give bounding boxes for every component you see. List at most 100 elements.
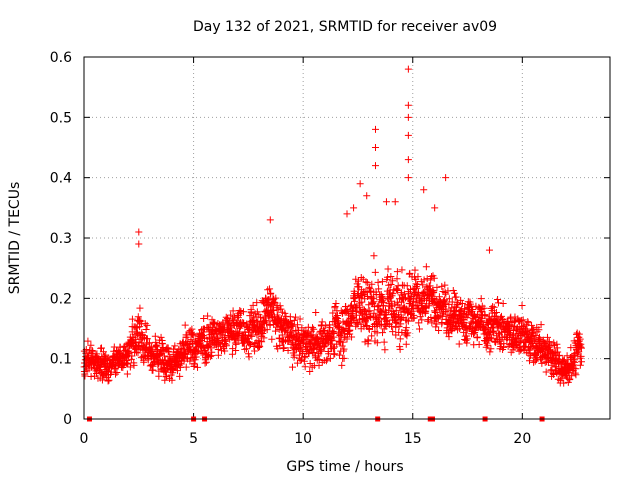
data-point — [346, 319, 354, 327]
data-point — [330, 328, 338, 336]
data-point — [487, 334, 495, 342]
data-point — [81, 372, 89, 380]
data-point — [378, 278, 386, 286]
data-point — [135, 240, 143, 248]
y-tick-label: 0.1 — [50, 352, 72, 368]
data-point — [348, 333, 356, 341]
data-point — [402, 340, 410, 348]
data-point — [306, 368, 314, 376]
data-point — [430, 274, 438, 282]
data-point — [538, 359, 546, 367]
data-point — [128, 352, 136, 360]
data-point — [151, 332, 159, 340]
data-point — [577, 343, 585, 351]
data-point — [450, 289, 458, 297]
data-point — [160, 352, 168, 360]
data-point — [440, 296, 448, 304]
data-point — [277, 305, 285, 313]
data-point — [272, 327, 280, 335]
data-point — [309, 324, 317, 332]
data-point — [320, 326, 328, 334]
data-point — [331, 302, 339, 310]
data-point — [475, 340, 483, 348]
data-point — [206, 353, 214, 361]
data-point — [208, 348, 216, 356]
data-point — [181, 321, 189, 329]
data-point — [542, 368, 550, 376]
data-point — [368, 332, 376, 340]
data-point — [375, 285, 383, 293]
data-point — [176, 372, 184, 380]
data-point — [266, 285, 274, 293]
data-point — [128, 315, 136, 323]
data-point — [438, 282, 446, 290]
data-point — [343, 210, 351, 218]
data-point — [442, 305, 450, 313]
data-point — [168, 364, 176, 372]
data-point — [243, 345, 251, 353]
data-point — [164, 347, 172, 355]
data-point — [354, 277, 362, 285]
data-point — [322, 357, 330, 365]
data-point — [88, 347, 96, 355]
data-point — [330, 350, 338, 358]
data-point — [420, 186, 428, 194]
data-point — [472, 302, 480, 310]
data-point — [438, 319, 446, 327]
data-point — [296, 315, 304, 323]
data-point — [433, 283, 441, 291]
data-point — [249, 301, 257, 309]
data-point — [392, 319, 400, 327]
data-point — [519, 316, 527, 324]
data-point — [277, 326, 285, 334]
data-point — [247, 309, 255, 317]
data-point — [371, 268, 379, 276]
y-tick-label: 0.5 — [50, 110, 72, 126]
data-point — [419, 289, 427, 297]
data-point — [377, 320, 385, 328]
data-point — [578, 358, 586, 366]
data-point — [430, 288, 438, 296]
data-point — [381, 346, 389, 354]
data-point — [410, 314, 418, 322]
data-point — [379, 329, 387, 337]
data-point — [442, 174, 450, 182]
data-point — [486, 348, 494, 356]
data-point — [305, 350, 313, 358]
data-point — [486, 331, 494, 339]
grid-lines — [84, 57, 610, 419]
data-point — [314, 334, 322, 342]
data-point — [182, 363, 190, 371]
data-point — [366, 312, 374, 320]
data-point — [424, 317, 432, 325]
data-point — [268, 335, 276, 343]
data-point — [134, 349, 142, 357]
data-point — [575, 330, 583, 338]
data-point — [259, 327, 267, 335]
data-point — [200, 334, 208, 342]
data-point — [488, 335, 496, 343]
data-point — [130, 361, 138, 369]
y-tick-label: 0.2 — [50, 291, 72, 307]
data-point — [378, 293, 386, 301]
data-point — [295, 351, 303, 359]
data-point — [494, 299, 502, 307]
data-point — [384, 273, 392, 281]
data-point — [396, 335, 404, 343]
data-point — [404, 101, 412, 109]
data-point — [418, 316, 426, 324]
data-point — [484, 341, 492, 349]
data-point — [351, 297, 359, 305]
data-point — [423, 296, 431, 304]
data-point — [154, 345, 162, 353]
data-point — [161, 376, 169, 384]
data-point — [543, 333, 551, 341]
data-point — [298, 335, 306, 343]
data-point — [318, 347, 326, 355]
data-point — [499, 300, 507, 308]
data-point — [121, 342, 129, 350]
x-tick-label: 10 — [294, 431, 312, 447]
data-point — [333, 311, 341, 319]
data-point — [290, 316, 298, 324]
